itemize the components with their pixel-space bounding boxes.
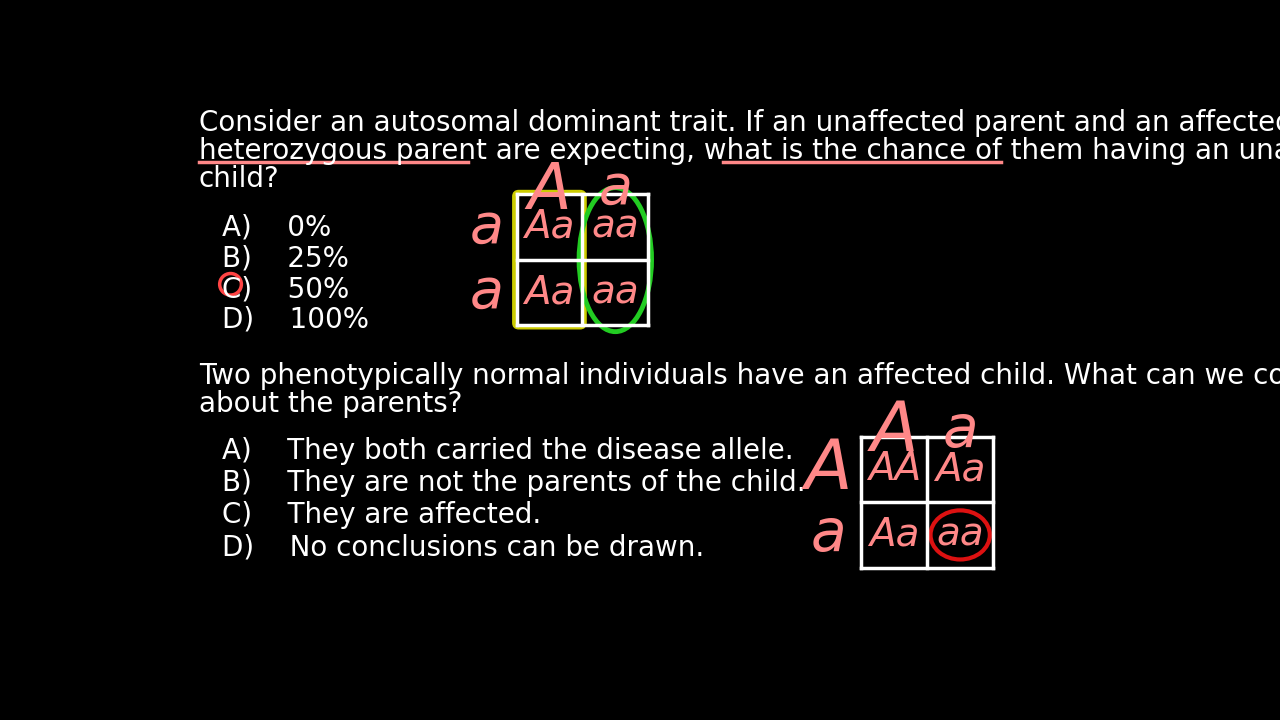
Text: D)    100%: D) 100% — [221, 306, 369, 334]
Text: Aa: Aa — [934, 451, 986, 488]
Text: A: A — [805, 436, 852, 503]
Text: C)    They are affected.: C) They are affected. — [221, 501, 541, 529]
Text: child?: child? — [198, 165, 279, 193]
Text: aa: aa — [936, 516, 984, 554]
Text: heterozygous parent are expecting, what is the chance of them having an unaffect: heterozygous parent are expecting, what … — [198, 138, 1280, 165]
Text: a: a — [598, 162, 632, 215]
Text: aa: aa — [591, 208, 639, 246]
Text: about the parents?: about the parents? — [198, 390, 462, 418]
Text: B)    25%: B) 25% — [221, 244, 349, 272]
Text: D)    No conclusions can be drawn.: D) No conclusions can be drawn. — [221, 534, 704, 562]
Text: A)    0%: A) 0% — [221, 213, 332, 241]
Text: a: a — [470, 266, 504, 319]
Text: aa: aa — [591, 274, 639, 311]
Text: A: A — [527, 160, 571, 222]
Text: AA: AA — [868, 451, 920, 488]
Text: a: a — [470, 200, 504, 253]
Text: Aa: Aa — [525, 208, 575, 246]
Text: a: a — [812, 506, 846, 564]
Text: A)    They both carried the disease allele.: A) They both carried the disease allele. — [221, 437, 794, 464]
Text: a: a — [942, 402, 978, 459]
Text: Consider an autosomal dominant trait. If an unaffected parent and an affected: Consider an autosomal dominant trait. If… — [198, 109, 1280, 138]
Text: B)    They are not the parents of the child.: B) They are not the parents of the child… — [221, 469, 805, 497]
Text: Two phenotypically normal individuals have an affected child. What can we conclu: Two phenotypically normal individuals ha… — [198, 362, 1280, 390]
Text: Aa: Aa — [869, 516, 919, 554]
Text: C)    50%: C) 50% — [221, 275, 349, 303]
Text: A: A — [870, 398, 918, 465]
Text: Aa: Aa — [525, 274, 575, 311]
